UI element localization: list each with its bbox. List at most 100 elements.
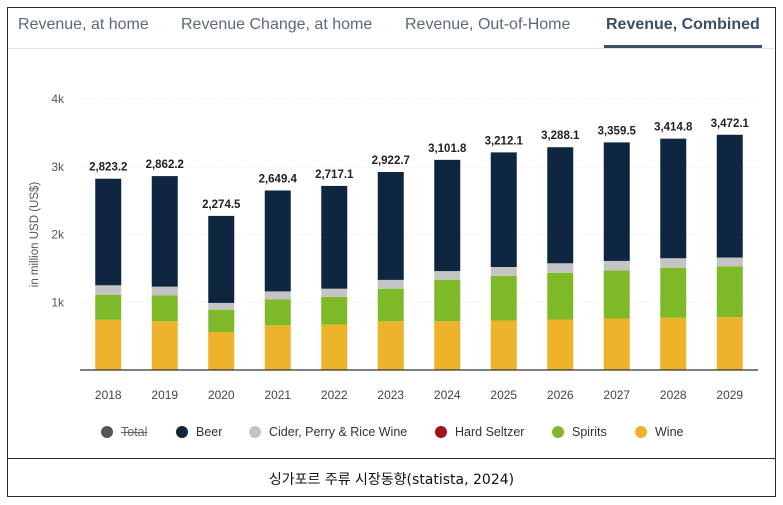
- bar-segment-spirits-2029[interactable]: [716, 266, 743, 318]
- bar-segment-spirits-2022[interactable]: [321, 296, 348, 325]
- x-tick-label: 2025: [490, 388, 517, 402]
- y-tick-label: 1k: [51, 295, 65, 309]
- legend-marker-spirits: [552, 426, 564, 438]
- bar-segment-spirits-2027[interactable]: [603, 270, 630, 319]
- bar-segment-beer-2019[interactable]: [151, 176, 178, 287]
- bar-segment-cider-perry-rice-wine-2029[interactable]: [716, 257, 743, 267]
- total-data-label: 3,288.1: [541, 130, 580, 142]
- y-axis-title: in million USD (US$): [29, 182, 41, 288]
- bar-segment-beer-2025[interactable]: [490, 152, 517, 268]
- bar-segment-wine-2021[interactable]: [264, 325, 291, 370]
- total-data-label: 2,862.2: [146, 159, 184, 171]
- total-data-label: 2,274.5: [202, 199, 241, 211]
- bar-segment-wine-2026[interactable]: [547, 319, 574, 370]
- tab-revenue-out-of-home[interactable]: Revenue, Out-of-Home: [405, 16, 571, 33]
- bar-segment-spirits-2024[interactable]: [434, 279, 461, 322]
- legend-marker-hard-seltzer: [435, 426, 447, 438]
- figure-caption: 싱가포르 주류 시장동향(statista, 2024): [268, 472, 515, 488]
- bar-segment-cider-perry-rice-wine-2026[interactable]: [547, 263, 574, 273]
- bar-segment-cider-perry-rice-wine-2020[interactable]: [208, 302, 235, 310]
- bar-segment-wine-2029[interactable]: [716, 317, 743, 370]
- bar-segment-wine-2027[interactable]: [603, 318, 630, 370]
- bar-segment-beer-2021[interactable]: [264, 190, 291, 292]
- x-tick-label: 2018: [95, 388, 122, 402]
- total-data-label: 2,922.7: [372, 155, 410, 167]
- bar-segment-wine-2023[interactable]: [377, 321, 404, 370]
- bar-segment-cider-perry-rice-wine-2027[interactable]: [603, 260, 630, 271]
- total-data-label: 3,414.8: [654, 122, 693, 134]
- bar-segment-beer-2020[interactable]: [208, 215, 235, 303]
- legend-marker-wine: [635, 426, 647, 438]
- x-tick-label: 2022: [321, 388, 348, 402]
- legend: Total Beer Cider, Perry & Rice Wine Hard…: [8, 425, 775, 445]
- x-tick-label: 2020: [208, 388, 235, 402]
- bar-segment-cider-perry-rice-wine-2019[interactable]: [151, 286, 178, 296]
- bar-segment-cider-perry-rice-wine-2025[interactable]: [490, 267, 517, 276]
- bar-segment-wine-2024[interactable]: [434, 321, 461, 370]
- tab-revenue-at-home[interactable]: Revenue, at home: [18, 16, 149, 33]
- bar-segment-spirits-2019[interactable]: [151, 295, 178, 322]
- bar-segment-beer-2028[interactable]: [660, 138, 687, 259]
- bar-segment-beer-2027[interactable]: [603, 142, 630, 261]
- legend-item-hard-seltzer[interactable]: Hard Seltzer: [435, 425, 524, 439]
- bar-segment-cider-perry-rice-wine-2024[interactable]: [434, 271, 461, 280]
- bar-segment-spirits-2023[interactable]: [377, 288, 404, 322]
- legend-item-total[interactable]: Total: [101, 425, 147, 439]
- bar-segment-spirits-2021[interactable]: [264, 299, 291, 326]
- legend-marker-beer: [176, 426, 188, 438]
- legend-label-wine: Wine: [655, 425, 684, 439]
- legend-label-hard-seltzer: Hard Seltzer: [455, 425, 525, 439]
- y-tick-label: 4k: [51, 92, 65, 106]
- bar-segment-wine-2018[interactable]: [95, 319, 122, 370]
- legend-marker-cider: [249, 426, 261, 438]
- legend-label-beer: Beer: [196, 425, 223, 439]
- bar-segment-cider-perry-rice-wine-2022[interactable]: [321, 288, 348, 297]
- total-data-label: 3,212.1: [485, 135, 524, 147]
- legend-label-total: Total: [121, 425, 148, 439]
- bar-segment-spirits-2026[interactable]: [547, 272, 574, 320]
- figure-frame: [7, 7, 776, 497]
- bar-segment-spirits-2018[interactable]: [95, 294, 122, 320]
- stacked-bar-chart: 1k 2k 3k 4k in million USD (US$) 2,823.2 2018 2…: [29, 92, 758, 402]
- bar-segment-spirits-2028[interactable]: [660, 267, 687, 318]
- total-data-label: 3,101.8: [428, 143, 467, 155]
- bar-segment-beer-2018[interactable]: [95, 178, 122, 286]
- legend-item-wine[interactable]: Wine: [635, 425, 683, 439]
- x-tick-label: 2019: [151, 388, 178, 402]
- bar-segment-beer-2023[interactable]: [377, 171, 404, 280]
- bar-segment-spirits-2025[interactable]: [490, 275, 517, 321]
- bar-segment-wine-2019[interactable]: [151, 321, 178, 370]
- bar-segment-beer-2026[interactable]: [547, 147, 574, 264]
- bar-segment-cider-perry-rice-wine-2021[interactable]: [264, 291, 291, 300]
- tab-revenue-change-at-home[interactable]: Revenue Change, at home: [181, 16, 373, 33]
- bar-segment-spirits-2020[interactable]: [208, 309, 235, 333]
- total-data-label: 2,649.4: [259, 174, 298, 186]
- x-tick-label: 2023: [377, 388, 404, 402]
- active-tab-indicator: [604, 45, 762, 48]
- bar-segment-beer-2029[interactable]: [716, 134, 743, 258]
- bar-segment-cider-perry-rice-wine-2028[interactable]: [660, 258, 687, 268]
- caption-box: 싱가포르 주류 시장동향(statista, 2024): [8, 458, 775, 497]
- legend-item-beer[interactable]: Beer: [176, 425, 222, 439]
- x-tick-label: 2027: [603, 388, 630, 402]
- tab-bar: Revenue, at home Revenue Change, at home…: [8, 8, 775, 49]
- legend-item-cider[interactable]: Cider, Perry & Rice Wine: [249, 425, 407, 439]
- tab-revenue-combined[interactable]: Revenue, Combined: [606, 16, 760, 33]
- x-tick-label: 2028: [660, 388, 687, 402]
- bar-segment-cider-perry-rice-wine-2023[interactable]: [377, 279, 404, 289]
- legend-item-spirits[interactable]: Spirits: [552, 425, 607, 439]
- bar-segment-wine-2025[interactable]: [490, 320, 517, 370]
- y-tick-label: 2k: [51, 228, 65, 242]
- total-data-label: 2,823.2: [89, 162, 127, 174]
- x-tick-label: 2024: [434, 388, 461, 402]
- bar-segment-beer-2024[interactable]: [434, 159, 461, 272]
- bar-segment-wine-2028[interactable]: [660, 317, 687, 370]
- legend-label-spirits: Spirits: [572, 425, 607, 439]
- bar-segment-cider-perry-rice-wine-2018[interactable]: [95, 285, 122, 295]
- total-data-label: 3,359.5: [598, 125, 637, 137]
- legend-label-cider: Cider, Perry & Rice Wine: [269, 425, 408, 439]
- bar-segment-beer-2022[interactable]: [321, 185, 348, 289]
- bar-segment-wine-2022[interactable]: [321, 324, 348, 370]
- total-data-label: 3,472.1: [711, 118, 750, 130]
- bar-segment-wine-2020[interactable]: [208, 332, 235, 370]
